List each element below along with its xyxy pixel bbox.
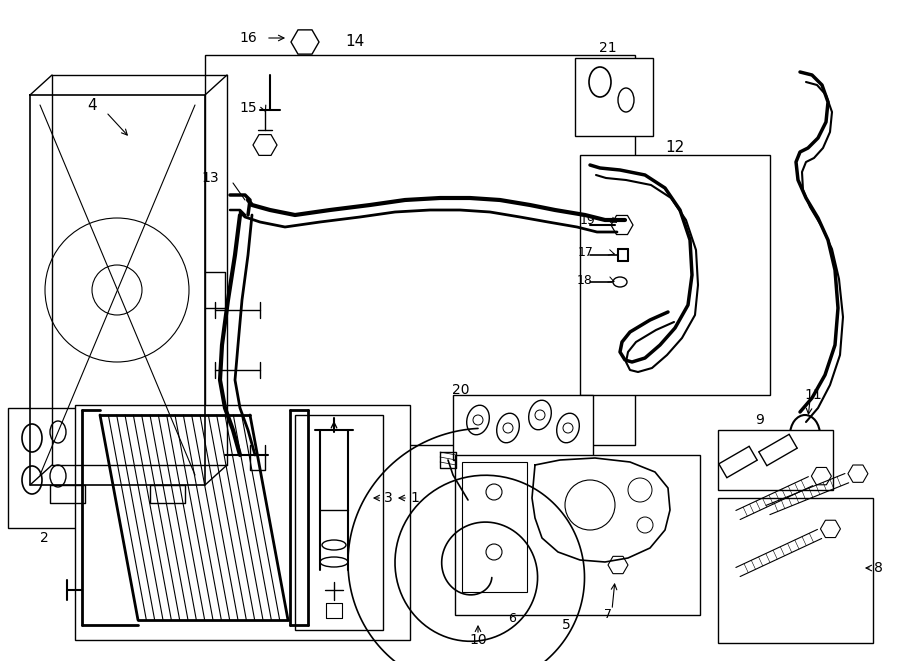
Text: 20: 20 <box>452 383 470 397</box>
Text: 1: 1 <box>410 491 419 505</box>
Text: 15: 15 <box>239 101 256 115</box>
Text: 14: 14 <box>346 34 365 50</box>
Bar <box>453 395 593 460</box>
Bar <box>718 430 833 490</box>
Text: 19: 19 <box>580 214 595 227</box>
Bar <box>580 155 770 395</box>
Text: 2: 2 <box>40 531 49 545</box>
Text: 6: 6 <box>508 611 516 625</box>
Text: 21: 21 <box>599 41 616 55</box>
Bar <box>575 58 653 136</box>
Bar <box>75 405 410 640</box>
Text: 4: 4 <box>87 98 97 112</box>
Bar <box>462 462 527 592</box>
Bar <box>455 455 700 615</box>
Text: 18: 18 <box>577 274 593 286</box>
Text: 8: 8 <box>874 561 882 575</box>
Bar <box>205 55 635 445</box>
Bar <box>295 415 383 630</box>
Text: 3: 3 <box>383 491 392 505</box>
Text: 10: 10 <box>469 633 487 647</box>
Text: 5: 5 <box>562 618 571 632</box>
Text: 13: 13 <box>202 171 219 185</box>
Text: 12: 12 <box>665 141 685 155</box>
Text: 7: 7 <box>604 609 612 621</box>
Text: 17: 17 <box>578 247 594 260</box>
Bar <box>8 408 88 528</box>
Text: 9: 9 <box>756 413 764 427</box>
Text: 16: 16 <box>239 31 256 45</box>
Bar <box>718 498 873 643</box>
Text: 11: 11 <box>804 388 822 402</box>
